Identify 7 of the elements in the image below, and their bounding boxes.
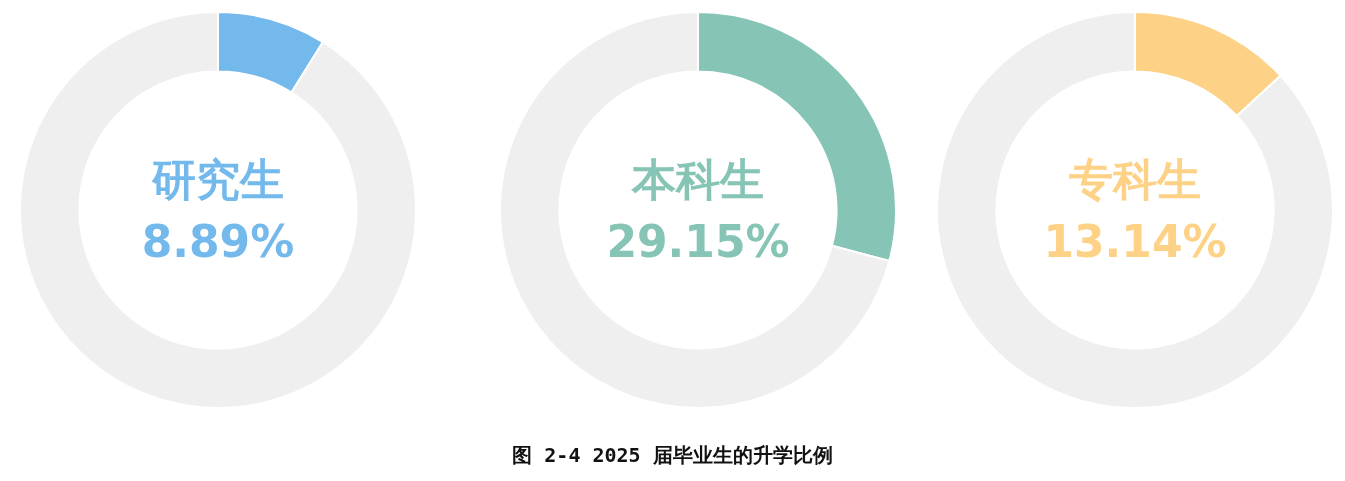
data-label: 8.89% [141, 215, 295, 267]
data-label: 13.14% [1043, 215, 1227, 267]
slice-label: 本科生 [631, 153, 764, 205]
slice-label: 研究生 [151, 153, 284, 205]
slice-label: 专科生 [1069, 153, 1201, 205]
caption: 图 2-4 2025 届毕业生的升学比例 [511, 442, 834, 469]
data-label: 29.15% [606, 215, 790, 267]
